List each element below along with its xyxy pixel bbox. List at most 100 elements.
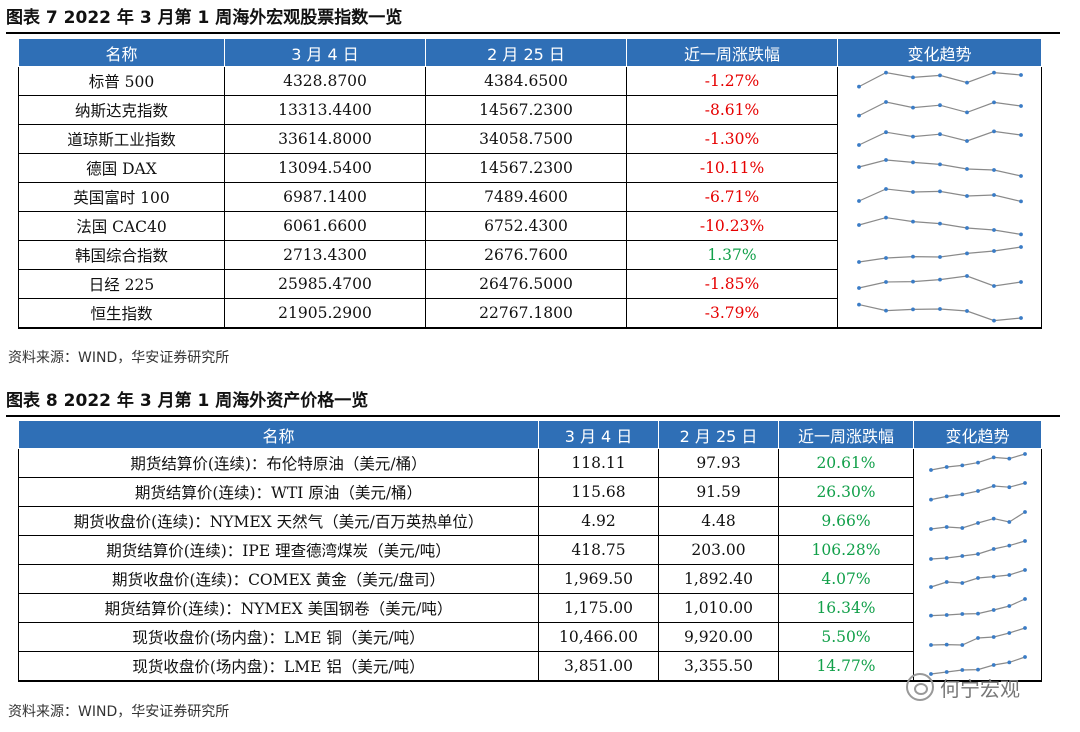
change-cell: 4.07%: [778, 564, 914, 594]
sparkline-point: [928, 613, 933, 618]
sparkline-point: [1006, 485, 1011, 490]
figure7-table: 名称 3 月 4 日 2 月 25 日 近一周涨跌幅 变化趋势 标普 500 43…: [18, 38, 1042, 329]
sparkline: [856, 302, 1023, 323]
sparkline-point: [910, 307, 915, 312]
table-row: 恒生指数 21905.2900 22767.1800 -3.79%: [18, 298, 1042, 329]
sparkline-point: [1018, 133, 1023, 137]
sparkline-point: [959, 463, 964, 468]
sparkline: [928, 568, 1027, 589]
trend-cell: [913, 622, 1042, 652]
sparkline: [856, 100, 1023, 118]
mar4-cell: 13094.5400: [224, 153, 426, 183]
sparkline-point: [856, 199, 861, 203]
change-cell: -8.61%: [626, 95, 838, 125]
sparkline-point: [959, 492, 964, 497]
name-cell: 韩国综合指数: [18, 240, 225, 270]
change-cell: -3.79%: [626, 298, 838, 329]
feb25-cell: 9,920.00: [658, 622, 779, 652]
sparkline-point: [937, 73, 942, 78]
sparkline-point: [883, 100, 888, 104]
mar4-cell: 118.11: [538, 448, 659, 478]
sparkline-point: [991, 484, 996, 488]
sparkline-point: [964, 80, 969, 85]
table-row: 期货结算价(连续)：NYMEX 美国钢卷（美元/吨） 1,175.00 1,010.…: [18, 593, 1042, 623]
sparkline: [928, 510, 1027, 531]
col-header-mar4: 3 月 4 日: [224, 38, 426, 67]
trend-cell: [837, 95, 1042, 125]
sparkline-path: [858, 246, 1021, 263]
sparkline-point: [991, 574, 996, 579]
sparkline-point: [1018, 199, 1023, 204]
sparkline-point: [883, 280, 888, 284]
sparkline-point: [910, 105, 915, 110]
trend-cell: [913, 506, 1042, 536]
name-cell: 期货收盘价(连续)：NYMEX 天然气（美元/百万英热单位）: [18, 506, 539, 536]
name-cell: 期货结算价(连续)：IPE 理查德湾煤炭（美元/吨）: [18, 535, 539, 565]
sparkline-point: [964, 139, 969, 143]
change-cell: -10.11%: [626, 153, 838, 183]
sparkline-point: [959, 612, 964, 616]
mar4-cell: 25985.4700: [224, 269, 426, 299]
sparkline-point: [991, 455, 996, 460]
sparkline-point: [991, 662, 996, 667]
sparkline-point: [856, 223, 861, 227]
sparkline-point: [991, 516, 996, 521]
sparkline: [856, 215, 1023, 237]
name-cell: 期货结算价(连续)：布伦特原油（美元/桶）: [18, 448, 539, 478]
sparkline-point: [928, 643, 933, 647]
sparkline-point: [883, 158, 888, 162]
trend-cell: [837, 269, 1042, 299]
change-cell: -1.85%: [626, 269, 838, 299]
trend-cell: [913, 593, 1042, 623]
sparkline-point: [883, 308, 888, 313]
col-header-feb25: 2 月 25 日: [425, 38, 627, 67]
sparkline-point: [944, 556, 949, 560]
feb25-cell: 91.59: [658, 477, 779, 507]
sparkline-point: [991, 129, 996, 134]
change-cell: 16.34%: [778, 593, 914, 623]
sparkline-point: [991, 608, 996, 612]
change-cell: 14.77%: [778, 651, 914, 682]
sparkline-point: [964, 194, 969, 198]
figure8-title: 图表 8 2022 年 3 月第 1 周海外资产价格一览: [6, 391, 369, 411]
feb25-cell: 22767.1800: [425, 298, 627, 329]
sparkline-point: [937, 221, 942, 226]
sparkline-point: [959, 581, 964, 585]
sparkline-point: [937, 306, 942, 311]
name-cell: 法国 CAC40: [18, 211, 225, 241]
sparkline-point: [959, 526, 964, 530]
name-cell: 英国富时 100: [18, 182, 225, 212]
change-cell: 9.66%: [778, 506, 914, 536]
sparkline-point: [944, 613, 949, 617]
sparkline-point: [964, 274, 969, 278]
trend-cell: [837, 298, 1042, 329]
sparkline: [928, 452, 1027, 473]
feb25-cell: 26476.5000: [425, 269, 627, 299]
sparkline-point: [975, 576, 980, 580]
change-cell: 106.28%: [778, 535, 914, 565]
sparkline-point: [944, 465, 949, 470]
figure7-source: 资料来源：WIND，华安证券研究所: [8, 350, 230, 366]
figure7-title: 图表 7 2022 年 3 月第 1 周海外宏观股票指数一览: [6, 8, 403, 28]
sparkline-point: [910, 160, 915, 165]
sparkline-path: [930, 540, 1025, 560]
sparkline-point: [964, 226, 969, 230]
sparkline: [856, 70, 1023, 89]
mar4-cell: 418.75: [538, 535, 659, 565]
figure7-title-rule: [6, 32, 1060, 34]
feb25-cell: 1,892.40: [658, 564, 779, 594]
sparkline-point: [910, 279, 915, 284]
sparkline-point: [856, 113, 861, 118]
sparkline-point: [1022, 539, 1027, 543]
feb25-cell: 2676.7600: [425, 240, 627, 270]
sparkline-point: [1022, 654, 1027, 659]
sparkline-point: [910, 254, 915, 259]
feb25-cell: 14567.2300: [425, 153, 627, 183]
table-row: 英国富时 100 6987.1400 7489.4600 -6.71%: [18, 182, 1042, 212]
sparkline-point: [991, 635, 996, 639]
change-cell: 1.37%: [626, 240, 838, 270]
figure8-header-row: 名称 3 月 4 日 2 月 25 日 近一周涨跌幅 变化趋势: [18, 420, 1042, 449]
sparkline-point: [1006, 543, 1011, 548]
col-header-mar4: 3 月 4 日: [538, 420, 659, 449]
mar4-cell: 4.92: [538, 506, 659, 536]
